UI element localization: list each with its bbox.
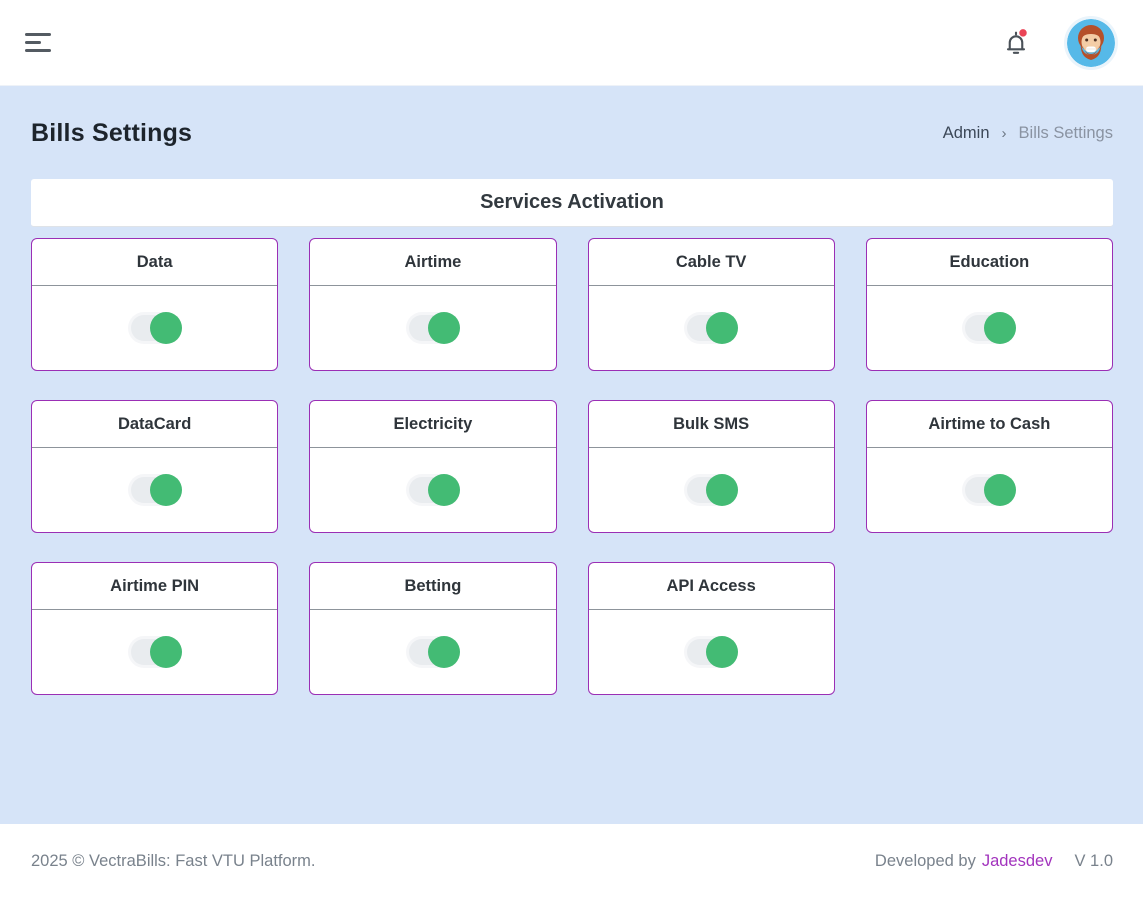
- notification-dot: [1019, 28, 1027, 37]
- service-toggle[interactable]: [408, 474, 460, 506]
- developer-link[interactable]: Jadesdev: [981, 852, 1053, 870]
- service-card-title: Airtime to Cash: [866, 401, 1112, 448]
- notifications-button[interactable]: [1001, 27, 1031, 59]
- service-card-title: Electricity: [310, 401, 556, 448]
- service-card-title: Education: [866, 239, 1112, 286]
- service-card: Data: [31, 238, 279, 371]
- menu-toggle-button[interactable]: [23, 27, 53, 58]
- toggle-knob-icon: [984, 474, 1017, 506]
- service-card: Bulk SMS: [587, 400, 835, 533]
- toggle-knob-icon: [149, 312, 182, 344]
- service-toggle[interactable]: [965, 474, 1017, 506]
- header-actions: [1001, 18, 1115, 67]
- user-avatar[interactable]: [1067, 18, 1115, 67]
- toggle-knob-icon: [706, 474, 739, 506]
- service-toggle[interactable]: [130, 636, 182, 668]
- toggle-knob-icon: [149, 474, 182, 506]
- version-text: V 1.0: [1074, 852, 1113, 870]
- service-toggle[interactable]: [687, 312, 739, 344]
- service-card-body: [310, 610, 555, 694]
- service-card-body: [589, 448, 834, 532]
- services-grid: Data Airtime Cable TV Education: [31, 238, 1113, 695]
- service-card-body: [867, 448, 1112, 532]
- service-toggle[interactable]: [130, 474, 182, 506]
- service-card-body: [589, 286, 834, 370]
- service-toggle[interactable]: [687, 474, 739, 506]
- service-toggle[interactable]: [687, 636, 739, 668]
- footer-right: Developed by Jadesdev V 1.0: [875, 852, 1113, 871]
- service-card-title: Data: [32, 239, 278, 286]
- breadcrumb-admin[interactable]: Admin: [942, 123, 990, 142]
- section-title-bar: Services Activation: [31, 179, 1113, 227]
- service-card-title: Airtime: [310, 239, 556, 286]
- service-card-body: [589, 610, 834, 694]
- toggle-knob-icon: [149, 636, 182, 668]
- service-card-body: [32, 610, 277, 694]
- service-card-title: Airtime PIN: [32, 563, 278, 610]
- service-card: Education: [865, 238, 1113, 371]
- bell-icon: [1001, 28, 1031, 62]
- service-card: Cable TV: [587, 238, 835, 371]
- service-card: Airtime PIN: [31, 562, 279, 695]
- service-card-title: Cable TV: [588, 239, 834, 286]
- toggle-knob-icon: [984, 312, 1017, 344]
- developed-by-text: Developed by: [874, 852, 976, 870]
- breadcrumb-current: Bills Settings: [1018, 123, 1113, 142]
- service-card: API Access: [587, 562, 835, 695]
- service-card-title: Betting: [310, 563, 556, 610]
- section-title: Services Activation: [480, 191, 664, 213]
- service-card-body: [32, 286, 277, 370]
- top-header: [0, 0, 1143, 86]
- page-head: Bills Settings Admin › Bills Settings: [31, 119, 1113, 147]
- toggle-knob-icon: [427, 636, 460, 668]
- copyright-text: 2025 © VectraBills: Fast VTU Platform.: [31, 852, 316, 870]
- hamburger-icon: [25, 33, 51, 52]
- main-content: Bills Settings Admin › Bills Settings Se…: [0, 86, 1143, 824]
- page-title: Bills Settings: [31, 118, 193, 147]
- service-card: Betting: [309, 562, 557, 695]
- avatar-image: [1067, 18, 1115, 67]
- footer: 2025 © VectraBills: Fast VTU Platform. D…: [0, 824, 1143, 899]
- service-card: Airtime to Cash: [865, 400, 1113, 533]
- service-card: Electricity: [309, 400, 557, 533]
- service-toggle[interactable]: [408, 636, 460, 668]
- service-toggle[interactable]: [130, 312, 182, 344]
- service-card: Airtime: [309, 238, 557, 371]
- toggle-knob-icon: [706, 636, 739, 668]
- toggle-knob-icon: [427, 474, 460, 506]
- service-toggle[interactable]: [965, 312, 1017, 344]
- breadcrumb: Admin › Bills Settings: [943, 124, 1113, 143]
- service-card-body: [867, 286, 1112, 370]
- service-card: DataCard: [31, 400, 279, 533]
- toggle-knob-icon: [427, 312, 460, 344]
- service-card-title: DataCard: [32, 401, 278, 448]
- service-card-title: API Access: [588, 563, 834, 610]
- service-toggle[interactable]: [408, 312, 460, 344]
- chevron-right-icon: ›: [1001, 124, 1007, 142]
- service-card-body: [310, 448, 555, 532]
- service-card-body: [310, 286, 555, 370]
- service-card-title: Bulk SMS: [588, 401, 834, 448]
- toggle-knob-icon: [706, 312, 739, 344]
- service-card-body: [32, 448, 277, 532]
